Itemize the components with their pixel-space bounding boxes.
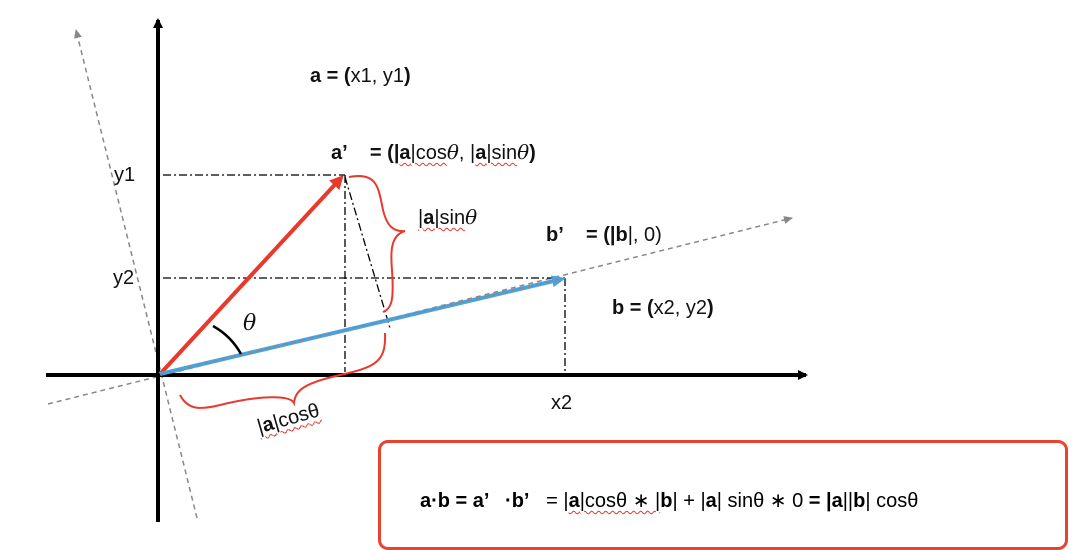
y2-label: y2 [113, 267, 135, 289]
rotated-axis-overlay [159, 278, 561, 375]
theta-label: θ [243, 311, 257, 336]
dot-product-formula: a·b = a’ ·b’ = |a|cosθ ∗ |b| + |a| sinθ … [420, 490, 919, 512]
x2-label: x2 [551, 392, 573, 414]
sin-component-label: |a|sinθ [418, 205, 478, 229]
projection-diagram [46, 18, 808, 522]
rotated-y-axis [74, 29, 198, 519]
angle-arc [212, 324, 243, 355]
cos-brace [179, 332, 387, 409]
vector-a-prime-definition: a’ = (|a|cosθ, |a|sinθ) [331, 140, 536, 164]
vector-b-prime-definition: b’ = (|b|, 0) [546, 224, 662, 246]
perpendicular-projection [344, 176, 391, 329]
y1-label: y1 [114, 164, 136, 186]
sin-brace [348, 174, 406, 313]
vector-a [158, 175, 344, 376]
vector-a-definition: a = (x1, y1) [310, 65, 411, 87]
vector-b-definition: b = (x2, y2) [612, 297, 714, 319]
